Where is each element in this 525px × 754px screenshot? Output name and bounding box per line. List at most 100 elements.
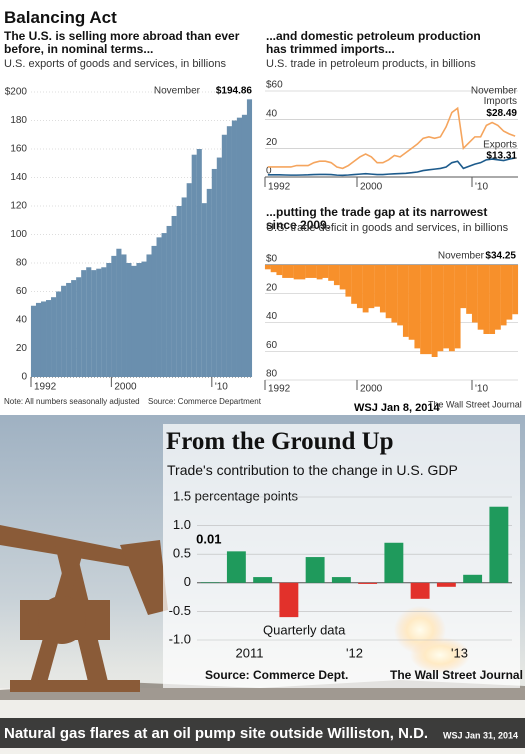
bar [186, 183, 192, 377]
bar [200, 582, 220, 583]
legend-label: Exports [483, 140, 517, 151]
bar [483, 265, 490, 334]
bar [101, 267, 107, 377]
chart-panel [163, 424, 520, 688]
bar [236, 117, 243, 378]
bar [71, 280, 77, 377]
annotation: November [438, 251, 485, 262]
y-tick-label: 40 [16, 315, 28, 326]
bar [86, 267, 92, 377]
bar [35, 302, 42, 377]
bar [76, 277, 82, 377]
credit: The Wall Street Journal [428, 399, 522, 409]
bar [61, 285, 67, 377]
bar [56, 291, 62, 377]
bar [226, 551, 246, 583]
bar [408, 265, 415, 340]
annotation: November [471, 86, 518, 97]
bar [460, 265, 467, 309]
bar [270, 265, 277, 273]
bar [362, 265, 369, 313]
bar [463, 574, 483, 583]
y-tick-label: 140 [10, 172, 27, 183]
y-tick-label: 1.5 percentage points [173, 488, 299, 503]
bar [136, 263, 142, 377]
bar [397, 265, 404, 326]
bar [489, 506, 509, 583]
source: Source: Commerce Department [148, 397, 262, 406]
bar [106, 263, 112, 377]
bar [454, 265, 461, 349]
chart-group: -1.0 -0.5 0 0.5 1.0 1.5 percentage points 2011… [169, 488, 523, 682]
chart-title: The U.S. is selling more abroad than eve… [4, 29, 240, 56]
bar [156, 237, 162, 377]
bar [425, 265, 432, 355]
bar [211, 168, 217, 377]
y-tick-label: 20 [266, 282, 278, 293]
legend-label: Imports [484, 96, 517, 107]
bar [81, 270, 87, 377]
annotation: November [154, 86, 201, 97]
pumpjack [0, 525, 168, 692]
y-tick-label: 40 [266, 108, 278, 119]
bar [40, 301, 47, 377]
bar [431, 265, 438, 357]
bar [305, 557, 325, 583]
bar [448, 265, 455, 352]
bar [500, 265, 507, 326]
y-tick-label: 1.0 [173, 517, 191, 532]
chart-subtitle: U.S. trade deficit in goods and services… [266, 222, 509, 234]
y-tick-label: 0 [184, 574, 191, 589]
bar [305, 265, 312, 278]
y-tick-label: 0.5 [173, 546, 191, 561]
bar [466, 265, 473, 314]
bar [226, 126, 232, 377]
chart-subtitle: U.S. trade in petroleum products, in bil… [266, 58, 476, 70]
x-tick-label: '10 [475, 182, 488, 193]
y-tick-label: 60 [266, 340, 278, 351]
bar [477, 265, 484, 330]
header-title: Balancing Act [4, 8, 117, 27]
bar [443, 265, 450, 349]
bar [339, 265, 346, 290]
y-tick-label: $60 [266, 80, 283, 91]
x-tick-label: 2000 [114, 382, 137, 393]
x-tick-label: 2000 [360, 384, 383, 395]
y-tick-label: $0 [266, 254, 278, 265]
y-tick-label: 160 [10, 144, 27, 155]
bar [126, 263, 132, 377]
chart-title: From the Ground Up [166, 428, 394, 455]
y-tick-label: 40 [266, 311, 278, 322]
y-tick-label: 0 [266, 166, 272, 177]
bar [111, 255, 117, 377]
bar [264, 265, 271, 270]
bar [246, 99, 253, 378]
bar [437, 265, 444, 352]
bar [231, 120, 237, 377]
chart-title: ...putting the trade gap at its narrowes… [266, 205, 488, 232]
value-label: $13.31 [486, 151, 517, 162]
caption-bar [0, 718, 525, 748]
bar [279, 582, 299, 618]
chart-subtitle: U.S. exports of goods and services, in b… [4, 58, 226, 70]
bar [221, 134, 227, 377]
y-tick-label: 20 [16, 343, 28, 354]
bar [96, 268, 102, 377]
bar [176, 206, 182, 377]
bar [316, 265, 323, 280]
bar [151, 245, 157, 377]
bar [121, 254, 127, 377]
bar [30, 305, 37, 377]
bar [196, 149, 202, 377]
bar [384, 542, 404, 583]
bar [287, 265, 294, 278]
bar [333, 265, 340, 286]
bar [328, 265, 335, 281]
y-tick-label: -0.5 [169, 603, 191, 618]
chart-group: 0 20 40 60 80 100 120 140 160 180 $200 1992 2000 '10 $… [5, 86, 253, 393]
value-label: $34.25 [485, 251, 516, 262]
bar [356, 265, 363, 309]
bar [91, 270, 97, 377]
bar [322, 265, 329, 278]
